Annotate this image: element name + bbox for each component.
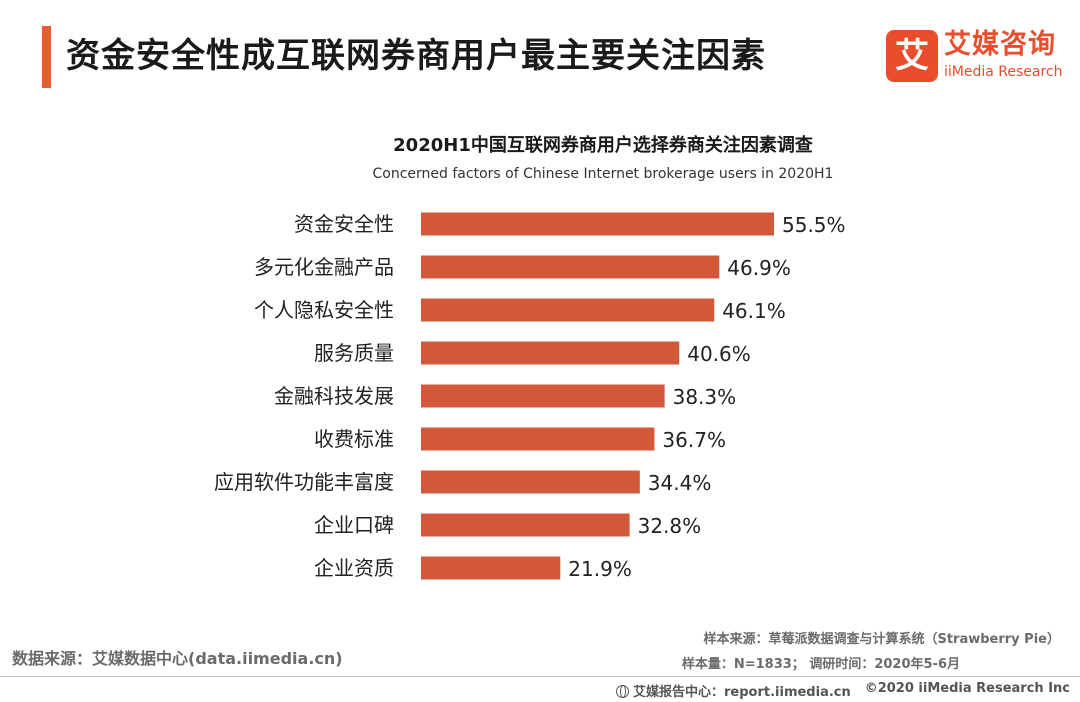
bar bbox=[421, 427, 655, 451]
category-label: 应用软件功能丰富度 bbox=[214, 470, 394, 494]
value-label: 34.4% bbox=[648, 471, 712, 495]
logo-chinese-name: 艾媒咨询 bbox=[944, 29, 1056, 60]
logo-mark-icon: 艾 bbox=[886, 30, 938, 82]
page-title: 资金安全性成互联网券商用户最主要关注因素 bbox=[66, 36, 766, 76]
value-label: 40.6% bbox=[687, 342, 751, 366]
category-label: 资金安全性 bbox=[294, 212, 394, 236]
copyright: ©2020 iiMedia Research Inc bbox=[864, 681, 1070, 696]
category-label: 企业口碑 bbox=[314, 513, 394, 537]
bar-chart: 资金安全性 55.5% 多元化金融产品 46.9% 个人隐私安全性 46.1% 服务质量 40… bbox=[214, 212, 846, 581]
value-label: 21.9% bbox=[568, 557, 632, 581]
iimedia-logo: 艾 艾媒咨询 iiMedia Research bbox=[886, 28, 1063, 84]
chart-title: 2020H1中国互联网券商用户选择券商关注因素调查 bbox=[393, 135, 813, 156]
category-label: 企业资质 bbox=[314, 556, 394, 580]
sample-source: 样本来源：草莓派数据调查与计算系统（Strawberry Pie） bbox=[703, 632, 1060, 647]
category-label: 金融科技发展 bbox=[274, 384, 394, 408]
footer-divider bbox=[0, 676, 1080, 677]
bar bbox=[421, 298, 715, 322]
chart-subtitle: Concerned factors of Chinese Internet br… bbox=[372, 166, 834, 182]
report-center: 艾媒报告中心：report.iimedia.cn bbox=[616, 681, 851, 700]
sample-size: 样本量：N=1833； 调研时间：2020年5-6月 bbox=[681, 657, 960, 672]
report-center-text: 艾媒报告中心：report.iimedia.cn bbox=[633, 685, 851, 700]
bar bbox=[421, 341, 680, 365]
value-label: 55.5% bbox=[782, 213, 846, 237]
bar bbox=[421, 255, 720, 279]
bar bbox=[421, 384, 665, 408]
value-label: 46.9% bbox=[727, 256, 791, 280]
value-label: 32.8% bbox=[638, 514, 702, 538]
category-label: 个人隐私安全性 bbox=[254, 298, 394, 322]
logo-english-name: iiMedia Research bbox=[944, 64, 1063, 80]
category-label: 收费标准 bbox=[314, 427, 394, 451]
title-accent-bar bbox=[42, 26, 51, 88]
bar bbox=[421, 556, 561, 580]
globe-icon bbox=[616, 685, 629, 698]
bar bbox=[421, 212, 774, 236]
bar bbox=[421, 470, 640, 494]
value-label: 36.7% bbox=[662, 428, 726, 452]
value-label: 46.1% bbox=[722, 299, 786, 323]
value-label: 38.3% bbox=[673, 385, 737, 409]
category-label: 服务质量 bbox=[314, 341, 394, 365]
category-label: 多元化金融产品 bbox=[254, 255, 394, 279]
bar bbox=[421, 513, 630, 537]
data-source: 数据来源：艾媒数据中心(data.iimedia.cn) bbox=[12, 649, 343, 668]
